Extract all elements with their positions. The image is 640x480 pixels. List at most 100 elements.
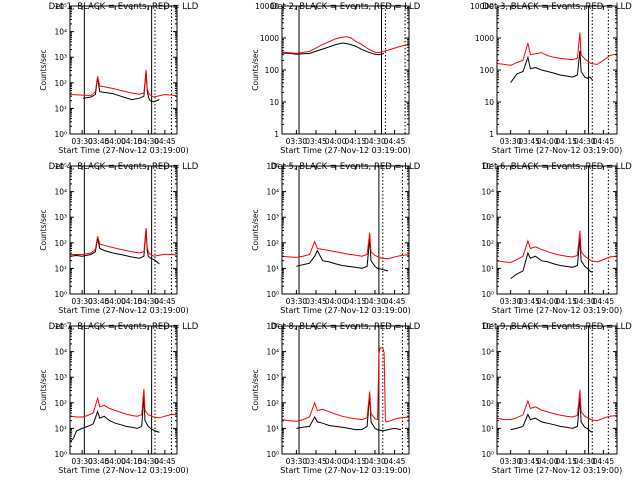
y-tick-label: 10⁴ xyxy=(481,188,494,197)
x-tick-label: 03:30 xyxy=(71,137,93,146)
detector-panel-1: Det 1, BLACK = Events, RED = LLD 10⁰ 10¹ 10… xyxy=(39,2,199,155)
x-tick-label: 03:30 xyxy=(500,457,522,466)
x-tick-label: 03:45 xyxy=(88,137,110,146)
x-tick-label: 04:30 xyxy=(574,457,596,466)
x-axis-label: Start Time (27-Nov-12 03:19:00) xyxy=(492,146,622,155)
y-tick-label: 10000 xyxy=(470,2,494,11)
y-tick-label: 10⁴ xyxy=(266,188,279,197)
plot-frame xyxy=(69,325,178,455)
y-axis-label: Counts/sec xyxy=(251,369,260,410)
y-tick-label: 10² xyxy=(54,79,67,88)
x-axis-label: Start Time (27-Nov-12 03:19:00) xyxy=(58,466,188,475)
x-tick-label: 04:15 xyxy=(555,457,577,466)
x-tick-label: 04:15 xyxy=(121,457,143,466)
detector-panel-2: Det 2, BLACK = Events, RED = LLD 1 10 100 10… xyxy=(251,2,421,155)
y-tick-label: 10⁰ xyxy=(54,450,67,459)
plot-frame xyxy=(69,5,178,135)
x-tick-label: 03:30 xyxy=(286,457,308,466)
y-tick-label: 10² xyxy=(54,239,67,248)
panel-title: Det 9, BLACK = Events, RED = LLD xyxy=(482,322,632,332)
x-tick-label: 03:30 xyxy=(286,137,308,146)
y-tick-label: 10² xyxy=(266,239,279,248)
x-tick-label: 04:30 xyxy=(138,137,160,146)
y-axis-label: Counts/sec xyxy=(39,209,48,250)
x-tick-label: 03:45 xyxy=(518,297,540,306)
y-tick-label: 100 xyxy=(265,66,280,75)
series-events-line xyxy=(281,42,385,56)
x-tick-label: 04:45 xyxy=(154,137,176,146)
y-tick-label: 10 xyxy=(484,98,494,107)
detector-panel-5: Det 5, BLACK = Events, RED = LLD 10⁰ 10¹ 10… xyxy=(251,162,421,315)
detector-panel-3: Det 3, BLACK = Events, RED = LLD 1 10 100 10… xyxy=(470,2,632,155)
y-tick-label: 10³ xyxy=(266,373,279,382)
x-tick-label: 04:15 xyxy=(345,137,367,146)
y-tick-label: 10⁵ xyxy=(54,322,67,331)
series-lld-line xyxy=(496,230,618,264)
x-tick-label: 04:00 xyxy=(325,297,347,306)
x-tick-label: 04:30 xyxy=(574,137,596,146)
x-tick-label: 04:30 xyxy=(138,297,160,306)
x-tick-label: 04:15 xyxy=(121,297,143,306)
y-tick-label: 10¹ xyxy=(266,424,279,433)
x-tick-label: 04:15 xyxy=(121,137,143,146)
x-tick-label: 03:45 xyxy=(518,457,540,466)
y-tick-label: 10² xyxy=(266,399,279,408)
x-tick-label: 03:30 xyxy=(500,297,522,306)
x-tick-label: 03:30 xyxy=(71,297,93,306)
y-tick-label: 10⁰ xyxy=(54,130,67,139)
y-tick-label: 10¹ xyxy=(481,264,494,273)
x-tick-label: 04:45 xyxy=(154,457,176,466)
y-tick-label: 1000 xyxy=(260,34,279,43)
detector-panel-7: Det 7, BLACK = Events, RED = LLD 10⁰ 10¹ 10… xyxy=(39,322,199,475)
y-tick-label: 10⁵ xyxy=(54,162,67,171)
x-axis-label: Start Time (27-Nov-12 03:19:00) xyxy=(492,466,622,475)
x-tick-label: 04:45 xyxy=(154,297,176,306)
y-tick-label: 10¹ xyxy=(266,264,279,273)
series-events-line xyxy=(510,398,593,433)
y-tick-label: 10⁴ xyxy=(54,28,67,37)
plot-frame xyxy=(281,165,410,295)
x-tick-label: 03:45 xyxy=(88,457,110,466)
series-events-line xyxy=(510,238,593,280)
y-tick-label: 10¹ xyxy=(54,104,67,113)
panel-title: Det 2, BLACK = Events, RED = LLD xyxy=(271,2,421,12)
x-tick-label: 04:45 xyxy=(593,137,615,146)
y-tick-label: 10⁴ xyxy=(266,348,279,357)
y-tick-label: 10⁰ xyxy=(266,450,279,459)
series-events-line xyxy=(69,396,160,443)
y-tick-label: 10 xyxy=(269,98,279,107)
plot-frame xyxy=(496,325,618,455)
x-tick-label: 03:45 xyxy=(305,457,327,466)
series-lld-line xyxy=(281,232,410,260)
x-tick-label: 03:30 xyxy=(286,297,308,306)
y-tick-label: 10² xyxy=(54,399,67,408)
y-axis-label: Counts/sec xyxy=(251,209,260,250)
series-events-line xyxy=(83,71,160,103)
x-tick-label: 04:45 xyxy=(384,297,406,306)
y-tick-label: 100 xyxy=(480,66,495,75)
y-tick-label: 10⁴ xyxy=(481,348,494,357)
panel-title: Det 8, BLACK = Events, RED = LLD xyxy=(271,322,421,332)
x-tick-label: 04:00 xyxy=(537,137,559,146)
x-tick-label: 04:30 xyxy=(138,457,160,466)
y-tick-label: 10⁵ xyxy=(54,2,67,11)
x-tick-label: 03:45 xyxy=(88,297,110,306)
x-axis-label: Start Time (27-Nov-12 03:19:00) xyxy=(280,466,410,475)
series-lld-line xyxy=(496,389,618,422)
plot-frame xyxy=(496,5,618,135)
series-lld-line xyxy=(281,36,410,54)
y-tick-label: 10³ xyxy=(481,373,494,382)
x-tick-label: 04:15 xyxy=(345,457,367,466)
y-axis-label: Counts/sec xyxy=(39,49,48,90)
x-axis-label: Start Time (27-Nov-12 03:19:00) xyxy=(280,146,410,155)
x-tick-label: 04:30 xyxy=(364,297,386,306)
y-tick-label: 10000 xyxy=(255,2,279,11)
x-tick-label: 04:00 xyxy=(104,297,126,306)
y-tick-label: 10⁴ xyxy=(54,188,67,197)
x-tick-label: 04:45 xyxy=(593,457,615,466)
series-lld-line xyxy=(496,32,618,66)
plot-frame xyxy=(69,165,178,295)
detector-panel-4: Det 4, BLACK = Events, RED = LLD 10⁰ 10¹ 10… xyxy=(39,162,199,315)
y-tick-label: 1 xyxy=(489,130,494,139)
